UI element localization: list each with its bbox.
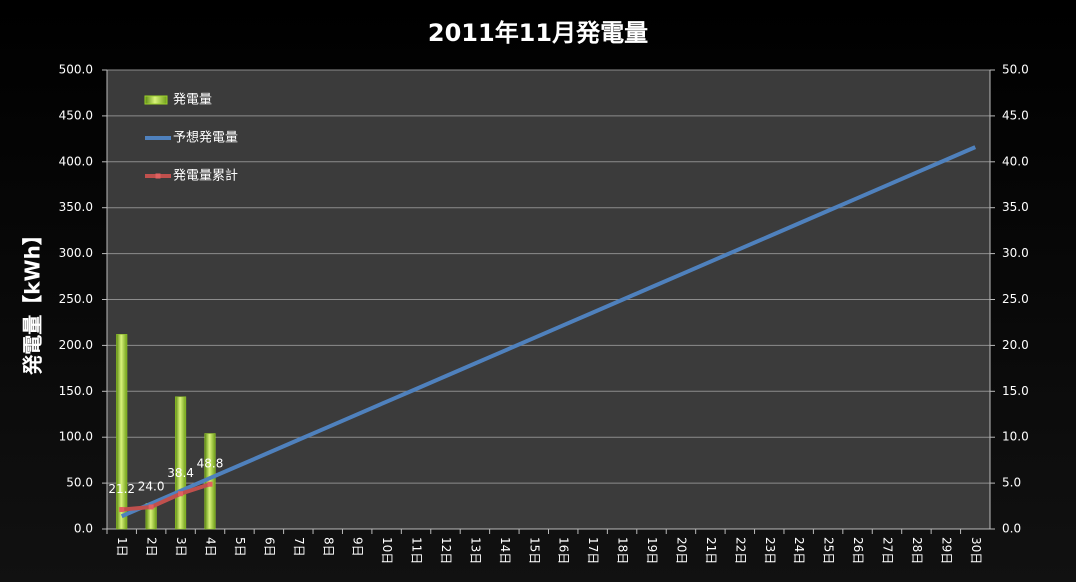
x-tick-label: 4日 bbox=[204, 537, 218, 557]
x-tick-label: 15日 bbox=[527, 537, 541, 564]
x-tick-label: 18日 bbox=[616, 537, 630, 564]
y-tick-label: 250.0 bbox=[59, 292, 93, 306]
y2-tick-label: 50.0 bbox=[1002, 63, 1029, 77]
legend-label: 発電量累計 bbox=[173, 168, 238, 184]
y2-tick-label: 35.0 bbox=[1002, 200, 1029, 214]
x-tick-label: 25日 bbox=[822, 537, 836, 564]
bar bbox=[116, 334, 128, 530]
y-tick-label: 100.0 bbox=[59, 430, 93, 444]
x-tick-label: 21日 bbox=[704, 537, 718, 564]
y-tick-label: 0.0 bbox=[74, 522, 93, 536]
line-marker bbox=[148, 504, 154, 510]
y-axis-label: 発電量【kWh】 bbox=[21, 225, 45, 376]
x-tick-label: 12日 bbox=[439, 537, 453, 564]
y2-tick-label: 0.0 bbox=[1002, 522, 1021, 536]
y2-tick-label: 25.0 bbox=[1002, 292, 1029, 306]
x-tick-label: 20日 bbox=[674, 537, 688, 564]
legend-marker bbox=[155, 173, 161, 179]
x-tick-label: 26日 bbox=[851, 537, 865, 564]
y2-tick-label: 40.0 bbox=[1002, 154, 1029, 168]
x-tick-label: 11日 bbox=[410, 537, 424, 564]
x-tick-label: 16日 bbox=[557, 537, 571, 564]
y-tick-label: 150.0 bbox=[59, 384, 93, 398]
x-tick-label: 6日 bbox=[262, 537, 276, 557]
x-tick-label: 17日 bbox=[586, 537, 600, 564]
x-tick-label: 2日 bbox=[145, 537, 159, 557]
data-label: 24.0 bbox=[138, 479, 165, 493]
y-tick-label: 400.0 bbox=[59, 154, 93, 168]
y2-tick-label: 10.0 bbox=[1002, 430, 1029, 444]
x-tick-label: 28日 bbox=[910, 537, 924, 564]
x-tick-label: 27日 bbox=[880, 537, 894, 564]
y2-tick-label: 30.0 bbox=[1002, 246, 1029, 260]
data-label: 38.4 bbox=[167, 466, 194, 480]
x-tick-label: 10日 bbox=[380, 537, 394, 564]
y2-tick-label: 5.0 bbox=[1002, 476, 1021, 490]
x-tick-label: 14日 bbox=[498, 537, 512, 564]
y2-tick-label: 15.0 bbox=[1002, 384, 1029, 398]
legend-swatch bbox=[144, 95, 168, 105]
line-marker bbox=[119, 507, 125, 513]
legend-label: 発電量 bbox=[173, 93, 212, 108]
line-marker bbox=[207, 481, 213, 487]
data-label: 48.8 bbox=[197, 457, 224, 471]
x-tick-label: 19日 bbox=[645, 537, 659, 564]
x-tick-label: 8日 bbox=[321, 537, 335, 557]
x-tick-label: 3日 bbox=[174, 537, 188, 557]
x-tick-label: 13日 bbox=[468, 537, 482, 564]
y-tick-label: 300.0 bbox=[59, 246, 93, 260]
legend-label: 予想発電量 bbox=[173, 130, 238, 146]
y-tick-label: 450.0 bbox=[59, 108, 93, 122]
y-tick-label: 500.0 bbox=[59, 63, 93, 77]
chart-title: 2011年11月発電量 bbox=[428, 19, 648, 47]
y-tick-label: 50.0 bbox=[66, 476, 93, 490]
y-tick-label: 200.0 bbox=[59, 338, 93, 352]
data-label: 21.2 bbox=[108, 482, 135, 496]
line-series bbox=[121, 482, 211, 512]
y2-tick-label: 45.0 bbox=[1002, 108, 1029, 122]
x-tick-label: 5日 bbox=[233, 537, 247, 557]
bar bbox=[175, 396, 187, 530]
x-tick-label: 30日 bbox=[969, 537, 983, 564]
x-tick-label: 9日 bbox=[351, 537, 365, 557]
x-tick-label: 1日 bbox=[115, 537, 129, 557]
x-tick-label: 7日 bbox=[292, 537, 306, 557]
x-tick-label: 22日 bbox=[733, 537, 747, 564]
y2-tick-label: 20.0 bbox=[1002, 338, 1029, 352]
y-tick-label: 350.0 bbox=[59, 200, 93, 214]
x-tick-label: 23日 bbox=[763, 537, 777, 564]
x-tick-label: 24日 bbox=[792, 537, 806, 564]
line-marker bbox=[178, 491, 184, 497]
x-tick-label: 29日 bbox=[939, 537, 953, 564]
line-series bbox=[120, 145, 977, 519]
